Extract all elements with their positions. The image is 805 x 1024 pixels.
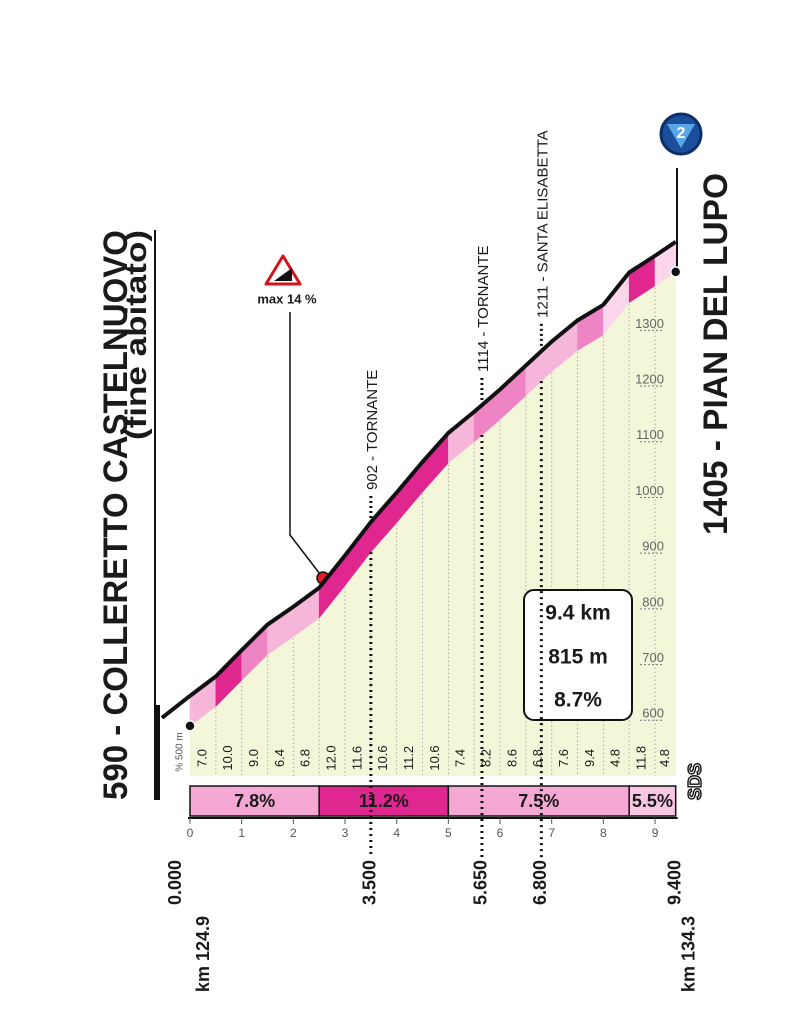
max-label: max 14 % xyxy=(257,291,317,306)
y-tick-label: 600 xyxy=(642,706,664,721)
max-marker: max 14 % xyxy=(257,254,330,585)
x-tick-label: 5 xyxy=(445,826,452,840)
x-tick-label: 1 xyxy=(238,826,245,840)
y-tick-label: 800 xyxy=(642,594,664,609)
x-tick-label: 8 xyxy=(600,826,607,840)
gradient-label: 11.8 xyxy=(634,746,649,770)
distance-mark-label: 9.400 xyxy=(664,860,684,905)
profile-start-cap xyxy=(160,694,192,720)
stat-average-gradient: 8.7% xyxy=(554,689,602,712)
gradient-label: 6.4 xyxy=(272,749,287,767)
gradient-label: 10.6 xyxy=(375,745,390,770)
segment-bar xyxy=(318,785,450,817)
x-tick-label: 9 xyxy=(652,826,659,840)
gradient-label: 12.0 xyxy=(324,745,339,770)
y-tick-label: 700 xyxy=(642,650,664,665)
y-tick-label: 1200 xyxy=(635,371,664,386)
logo: SDS xyxy=(685,763,705,800)
gradient-unit-label: % 500 m xyxy=(175,732,186,771)
profile-outline xyxy=(188,240,677,698)
badge: 2 xyxy=(659,112,703,156)
gradient-label: 7.4 xyxy=(453,749,468,767)
gradient-label: 9.4 xyxy=(582,749,597,767)
gradient-label: 4.8 xyxy=(608,749,623,767)
y-tick-label: 1300 xyxy=(635,316,664,331)
gradient-label: 10.6 xyxy=(427,745,442,770)
segment-bar xyxy=(628,785,677,817)
gradient-label: 11.2 xyxy=(401,746,416,770)
badge-text: 2 xyxy=(677,125,686,142)
gradient-label: 7.0 xyxy=(194,749,209,767)
stat-elevation-gain: 815 m xyxy=(548,646,608,669)
distance-mark-label: 6.800 xyxy=(530,860,550,905)
segment-bar xyxy=(447,785,630,817)
distance-mark-label: 3.500 xyxy=(360,860,380,905)
segment-label: 7.8% xyxy=(234,791,275,811)
end-point xyxy=(669,266,682,278)
gradient-label: 6.8 xyxy=(298,749,313,767)
poi-label: 902 - TORNANTE xyxy=(364,370,381,490)
chart-subtitle: (fine abitato) xyxy=(120,230,153,440)
km-end-label: km 134.3 xyxy=(678,916,698,992)
segment-bar xyxy=(189,785,320,817)
distance-mark-label: 5.650 xyxy=(471,860,491,905)
max-pointer xyxy=(289,312,324,579)
x-tick-label: 3 xyxy=(342,826,349,840)
start-point xyxy=(184,720,196,732)
distance-mark-label: 0.000 xyxy=(165,860,185,905)
km-start-label: km 124.9 xyxy=(193,916,213,992)
poi-label: 1114 - TORNANTE xyxy=(475,246,492,372)
stat-distance: 9.4 km xyxy=(545,602,610,625)
gradient-label: 8.2 xyxy=(479,749,494,767)
x-tick-label: 4 xyxy=(393,826,400,840)
gradient-label: 10.0 xyxy=(220,745,235,770)
gradient-label: 6.8 xyxy=(530,749,545,767)
y-tick-label: 1000 xyxy=(635,483,664,498)
start-base xyxy=(155,705,160,800)
warning-icon xyxy=(274,268,292,281)
gradient-label: 9.0 xyxy=(246,749,261,767)
badge-triangle xyxy=(667,124,695,148)
segment-label: 7.5% xyxy=(518,791,559,811)
stats-box xyxy=(523,589,633,721)
gradient-label: 4.8 xyxy=(657,749,672,767)
y-tick-label: 900 xyxy=(642,539,664,554)
poi-label: 1211 - SANTA ELISABETTA xyxy=(534,130,551,318)
x-tick-label: 6 xyxy=(497,826,504,840)
segment-label: 5.5% xyxy=(632,791,673,811)
x-tick-label: 2 xyxy=(290,826,297,840)
x-tick-label: 0 xyxy=(187,826,194,840)
gradient-label: 7.6 xyxy=(556,749,571,767)
gradient-label: 8.6 xyxy=(504,749,519,767)
end-label: 1405 - PIAN DEL LUPO xyxy=(697,173,735,535)
chart-title: 590 - COLLERETTO CASTELNUOVO xyxy=(97,230,135,800)
x-tick-label: 7 xyxy=(548,826,555,840)
segment-label: 11.2% xyxy=(359,791,409,811)
y-tick-label: 1100 xyxy=(636,427,664,442)
gradient-label: 11.6 xyxy=(349,746,364,770)
